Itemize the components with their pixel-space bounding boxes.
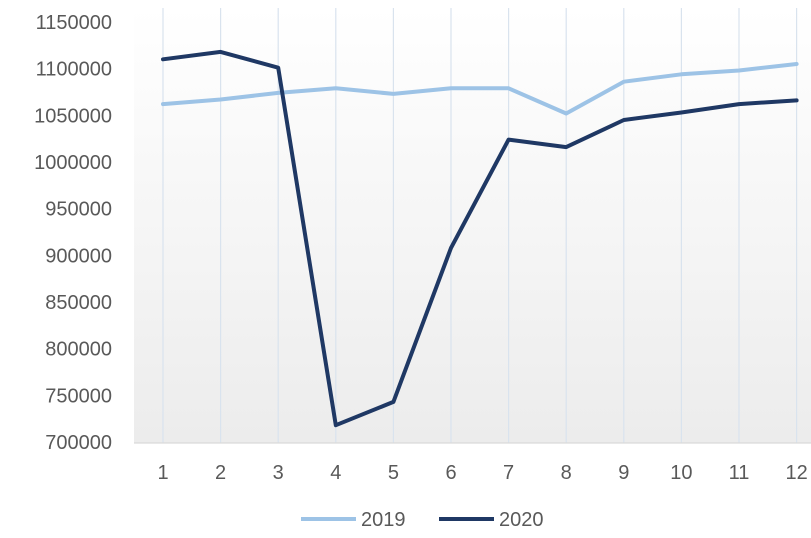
legend: 2019 2020 <box>301 509 544 531</box>
y-tick-label: 1050000 <box>34 105 112 127</box>
y-tick-label: 900000 <box>45 245 112 267</box>
series-line-2020 <box>161 49 799 428</box>
y-tick-label: 800000 <box>45 339 112 361</box>
x-tick-label: 5 <box>388 462 399 484</box>
x-tick-label: 4 <box>330 462 341 484</box>
x-tick-label: 11 <box>729 462 750 484</box>
x-tick-label: 9 <box>618 462 629 484</box>
x-tick-label: 8 <box>561 462 572 484</box>
y-tick-label: 1150000 <box>36 12 112 34</box>
x-tick-label: 6 <box>445 462 456 484</box>
y-tick-label: 850000 <box>45 292 112 314</box>
series-lines <box>161 49 799 428</box>
x-tick-label: 7 <box>503 462 514 484</box>
legend-label-2020: 2020 <box>499 509 544 531</box>
y-tick-label: 1100000 <box>36 59 112 81</box>
y-tick-label: 1000000 <box>34 152 112 174</box>
x-tick-label: 3 <box>273 462 284 484</box>
y-tick-label: 950000 <box>45 199 112 221</box>
x-tick-label: 1 <box>157 462 168 484</box>
plot-area <box>134 8 811 443</box>
series-line-2019 <box>161 62 799 116</box>
x-tick-label: 2 <box>215 462 226 484</box>
y-tick-label: 700000 <box>45 432 112 454</box>
y-tick-label: 750000 <box>45 385 112 407</box>
x-axis-tick-labels: 1 2 3 4 5 6 7 8 9 10 11 12 <box>157 462 807 484</box>
x-tick-label: 12 <box>785 462 807 484</box>
x-tick-label: 10 <box>670 462 692 484</box>
y-axis-tick-labels: 700000 750000 800000 850000 900000 950000 1000… <box>34 12 112 454</box>
legend-label-2019: 2019 <box>361 509 406 531</box>
